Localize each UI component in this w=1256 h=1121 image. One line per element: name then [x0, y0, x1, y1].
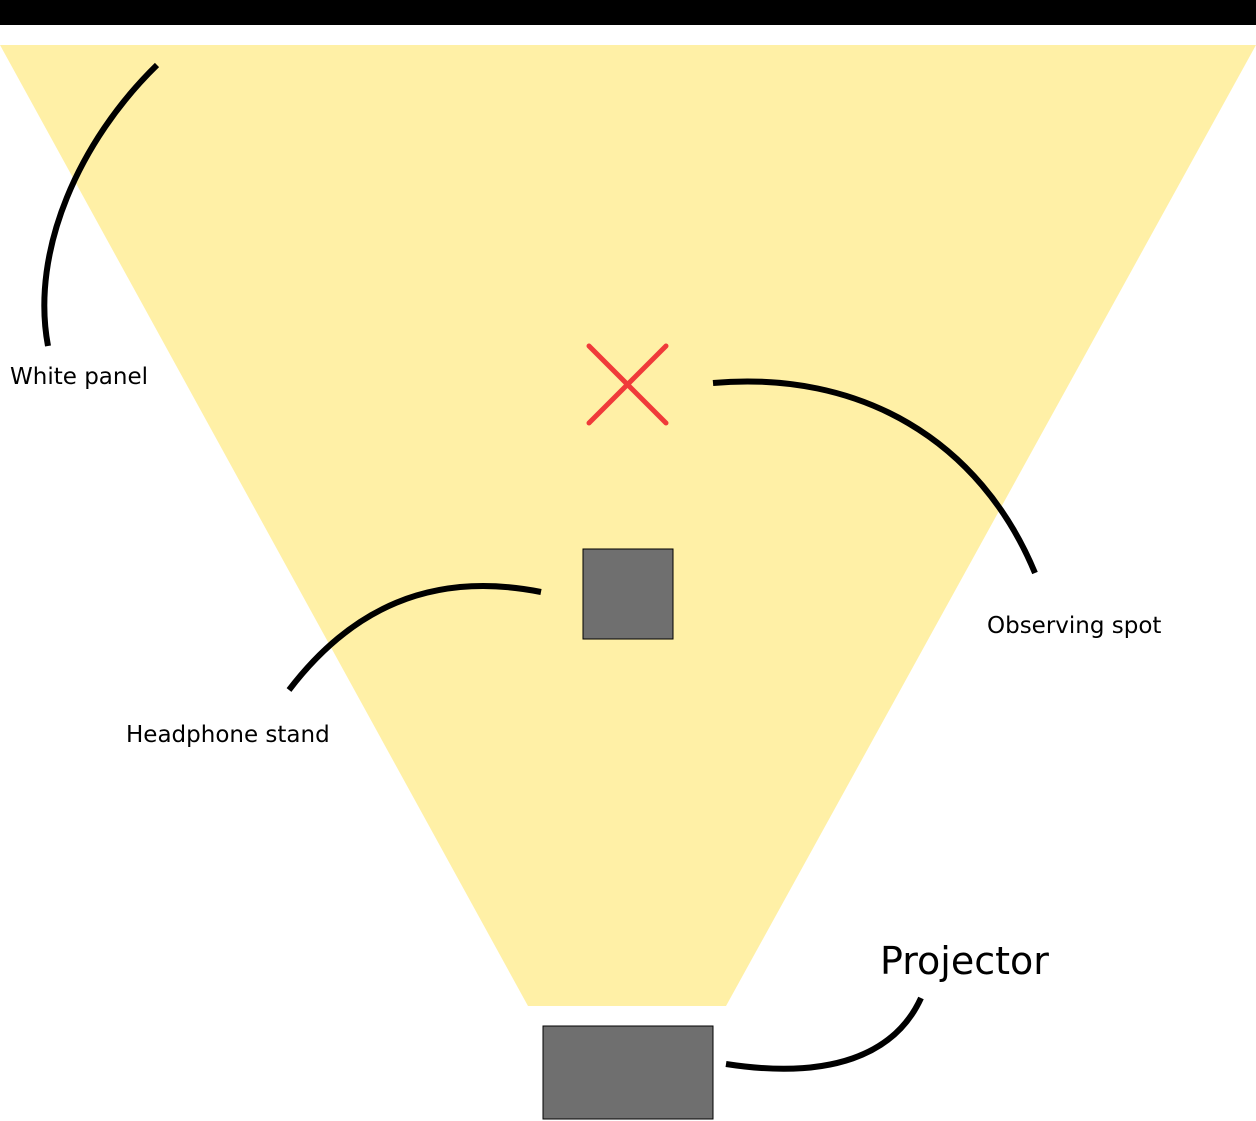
- white-panel-leader-line: [41, 62, 160, 347]
- white-panel-label: White panel: [10, 364, 148, 390]
- projector-label: Projector: [880, 939, 1049, 983]
- observing-spot-marker-icon: [586, 343, 669, 426]
- headphone-stand-leader-line: [286, 583, 542, 692]
- projector-leader-line: [725, 996, 924, 1072]
- observing-spot-leader-line: [712, 378, 1038, 575]
- projector-box: [542, 1025, 714, 1120]
- projection-light-beam: [0, 45, 1256, 1006]
- observing-spot-label: Observing spot: [987, 613, 1161, 639]
- headphone-stand-label: Headphone stand: [126, 722, 330, 748]
- headphone-stand-box: [582, 548, 674, 640]
- white-panel-bar: [0, 0, 1256, 25]
